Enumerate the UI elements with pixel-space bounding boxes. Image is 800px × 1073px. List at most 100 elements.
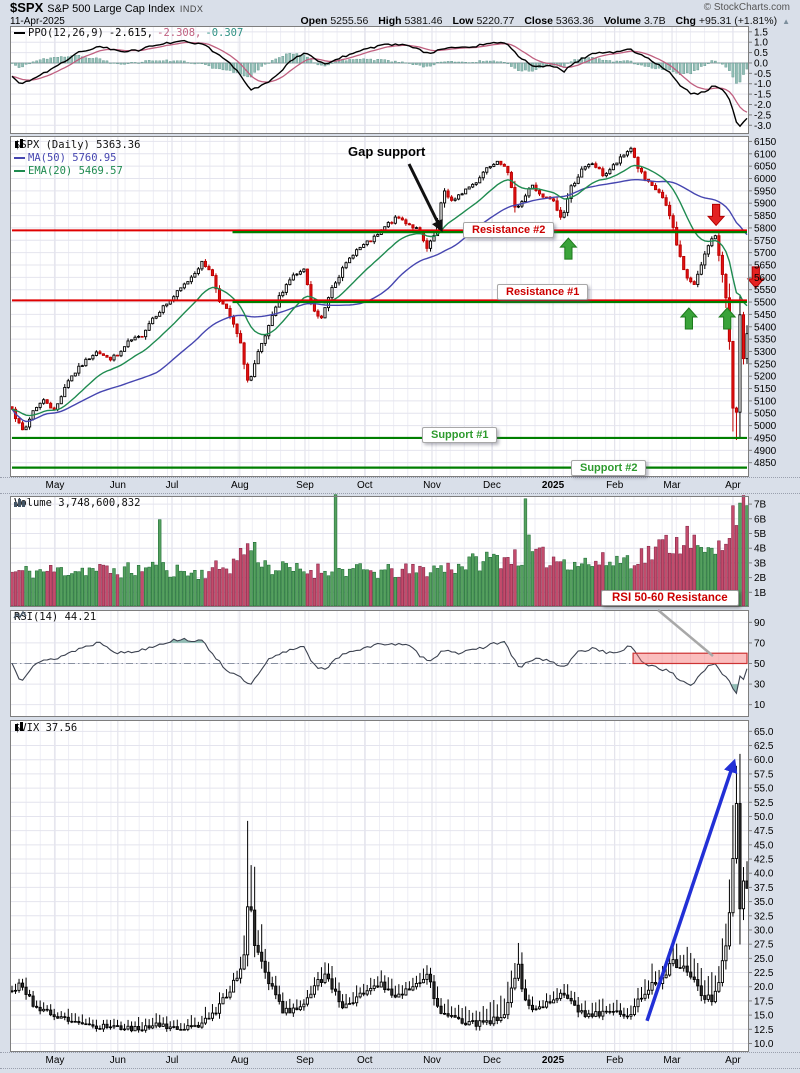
x-axis-month-label: Sep bbox=[296, 480, 314, 491]
svg-text:25.0: 25.0 bbox=[754, 954, 774, 965]
svg-text:-1.5: -1.5 bbox=[754, 90, 772, 101]
header-row-1: $SPX S&P 500 Large Cap Index INDX © StockC… bbox=[10, 1, 792, 16]
svg-text:5850: 5850 bbox=[754, 211, 777, 222]
svg-text:5450: 5450 bbox=[754, 310, 777, 321]
open-label: Open bbox=[300, 15, 328, 27]
vix-chart: 10.0 12.5 15.0 17.5 20.0 22.5 25.0 27.5 30.0 32.5… bbox=[10, 720, 774, 1052]
rsi-chart: 90 70 50 30 10 bbox=[10, 610, 766, 717]
svg-text:5100: 5100 bbox=[754, 396, 777, 407]
svg-text:5350: 5350 bbox=[754, 335, 777, 346]
svg-text:5800: 5800 bbox=[754, 223, 777, 234]
svg-text:5750: 5750 bbox=[754, 236, 777, 247]
ppo-hist-value: -0.307 bbox=[205, 27, 244, 39]
x-axis-month-label: Sep bbox=[296, 1055, 314, 1066]
vix-legend: $VIX 37.56 bbox=[14, 722, 77, 735]
vix-text: $VIX 37.56 bbox=[14, 722, 78, 734]
svg-text:27.5: 27.5 bbox=[754, 940, 774, 951]
svg-text:15.0: 15.0 bbox=[754, 1011, 774, 1022]
x-axis-month-label: May bbox=[45, 480, 65, 491]
x-axis-month-label: Jun bbox=[109, 480, 126, 491]
svg-text:-1.0: -1.0 bbox=[754, 79, 772, 90]
svg-text:5200: 5200 bbox=[754, 372, 777, 383]
high-value: 5381.46 bbox=[404, 15, 443, 27]
svg-text:7B: 7B bbox=[754, 500, 767, 511]
ma50-line-icon bbox=[14, 157, 25, 159]
svg-text:50: 50 bbox=[754, 659, 766, 670]
svg-text:6050: 6050 bbox=[754, 162, 777, 173]
rsi-icon bbox=[13, 610, 27, 619]
svg-text:5650: 5650 bbox=[754, 260, 777, 271]
rsi-line bbox=[11, 637, 748, 695]
svg-text:5900: 5900 bbox=[754, 199, 777, 210]
ema20-line-icon bbox=[14, 170, 25, 172]
svg-text:1B: 1B bbox=[754, 588, 767, 599]
svg-text:5950: 5950 bbox=[754, 186, 777, 197]
x-axis-month-label: 2025 bbox=[541, 1055, 565, 1066]
svg-text:-2.0: -2.0 bbox=[754, 100, 772, 111]
svg-text:4B: 4B bbox=[754, 544, 767, 555]
rsi-panel: 90 70 50 30 10 RSI(14) 44.21 bbox=[10, 610, 800, 717]
high-label: High bbox=[378, 15, 402, 27]
x-axis-month-label: Oct bbox=[357, 1055, 373, 1066]
svg-text:52.5: 52.5 bbox=[754, 798, 774, 809]
svg-text:-2.5: -2.5 bbox=[754, 110, 772, 121]
close-label: Close bbox=[524, 15, 553, 27]
svg-text:5700: 5700 bbox=[754, 248, 777, 259]
ppo-label: PPO(12,26,9) bbox=[28, 27, 104, 39]
svg-text:2B: 2B bbox=[754, 573, 767, 584]
x-axis-month-label: Feb bbox=[606, 480, 624, 491]
svg-text:6100: 6100 bbox=[754, 149, 777, 160]
svg-text:1.5: 1.5 bbox=[754, 27, 768, 38]
svg-text:10.0: 10.0 bbox=[754, 1039, 774, 1050]
svg-text:5B: 5B bbox=[754, 529, 767, 540]
x-axis-month-label: Jul bbox=[165, 480, 179, 491]
svg-text:5550: 5550 bbox=[754, 285, 777, 296]
x-axis-month-label: Mar bbox=[663, 1055, 681, 1066]
volume-legend: Volume 3,748,600,832 bbox=[14, 497, 140, 510]
svg-text:3B: 3B bbox=[754, 558, 767, 569]
svg-text:60.0: 60.0 bbox=[754, 755, 774, 766]
chg-label: Chg bbox=[675, 15, 696, 27]
svg-text:10: 10 bbox=[754, 700, 766, 711]
chart-settings-icon bbox=[15, 139, 23, 148]
symbol-name: S&P 500 Large Cap Index bbox=[47, 3, 175, 15]
svg-text:22.5: 22.5 bbox=[754, 968, 774, 979]
svg-text:-3.0: -3.0 bbox=[754, 121, 772, 132]
x-axis-month-label: Jul bbox=[165, 1055, 179, 1066]
svg-text:6000: 6000 bbox=[754, 174, 777, 185]
svg-text:6150: 6150 bbox=[754, 137, 777, 148]
x-axis-month-label: Oct bbox=[357, 480, 373, 491]
volume-text: Volume 3,748,600,832 bbox=[14, 497, 141, 509]
support2-label: Support #2 bbox=[571, 460, 647, 476]
svg-text:20.0: 20.0 bbox=[754, 982, 774, 993]
x-axis-month-label: Nov bbox=[423, 480, 441, 491]
svg-text:5600: 5600 bbox=[754, 273, 777, 284]
x-axis-month-label: Apr bbox=[725, 480, 741, 491]
x-axis-month-label: Mar bbox=[663, 480, 681, 491]
resistance1-label: Resistance #1 bbox=[497, 284, 589, 300]
svg-text:12.5: 12.5 bbox=[754, 1025, 774, 1036]
svg-text:65.0: 65.0 bbox=[754, 727, 774, 738]
ppo-legend: PPO(12,26,9) -2.615, -2.308, -0.307 bbox=[14, 27, 243, 40]
close-value: 5363.36 bbox=[555, 15, 594, 27]
support1-label: Support #1 bbox=[422, 427, 498, 443]
x-axis-month-label: Dec bbox=[483, 1055, 501, 1066]
svg-text:40.0: 40.0 bbox=[754, 869, 774, 880]
chg-value: +95.31 (+1.81%) bbox=[698, 15, 778, 27]
x-axis-month-label: May bbox=[45, 1055, 65, 1066]
price-panel: 4850 4900 4950 5000 5050 5100 5150 5200 5250 5300… bbox=[10, 136, 800, 477]
price-legend: $SPX (Daily) 5363.36 MA(50) 5760.95 EMA(… bbox=[14, 139, 140, 178]
price-title: $SPX (Daily) 5363.36 bbox=[14, 139, 141, 151]
chart-date: 11-Apr-2025 bbox=[10, 16, 65, 27]
svg-text:70: 70 bbox=[754, 638, 766, 649]
svg-text:50.0: 50.0 bbox=[754, 812, 774, 823]
svg-text:4950: 4950 bbox=[754, 433, 777, 444]
x-axis-month-label: Dec bbox=[483, 480, 501, 491]
svg-text:4850: 4850 bbox=[754, 458, 777, 469]
x-axis-month-label: Apr bbox=[725, 1055, 741, 1066]
x-axis-month-label: Aug bbox=[230, 1055, 249, 1066]
chart-settings-icon bbox=[15, 722, 23, 731]
resistance2-label: Resistance #2 bbox=[463, 222, 555, 238]
svg-text:5500: 5500 bbox=[754, 298, 777, 309]
